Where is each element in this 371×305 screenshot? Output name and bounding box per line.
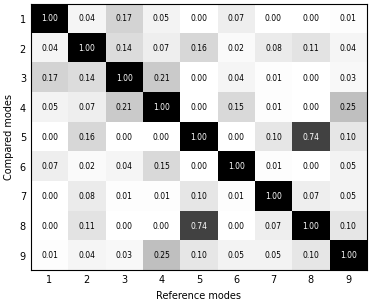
Text: 0.00: 0.00 xyxy=(228,133,244,142)
Text: 0.08: 0.08 xyxy=(78,192,95,201)
Text: 0.00: 0.00 xyxy=(190,74,207,83)
Text: 0.04: 0.04 xyxy=(78,251,95,260)
Text: 0.01: 0.01 xyxy=(265,103,282,112)
Text: 0.07: 0.07 xyxy=(265,221,282,231)
Text: 0.21: 0.21 xyxy=(153,74,170,83)
Text: 1.00: 1.00 xyxy=(302,221,319,231)
Text: 0.25: 0.25 xyxy=(340,103,357,112)
Text: 0.00: 0.00 xyxy=(153,221,170,231)
Text: 0.00: 0.00 xyxy=(116,133,133,142)
Text: 0.10: 0.10 xyxy=(302,251,319,260)
Text: 0.00: 0.00 xyxy=(153,133,170,142)
Text: 0.04: 0.04 xyxy=(116,162,133,171)
Y-axis label: Compared modes: Compared modes xyxy=(4,94,14,180)
Text: 1.00: 1.00 xyxy=(153,103,170,112)
Text: 0.01: 0.01 xyxy=(153,192,170,201)
Text: 0.00: 0.00 xyxy=(302,74,319,83)
Text: 1.00: 1.00 xyxy=(340,251,357,260)
Text: 0.00: 0.00 xyxy=(265,14,282,23)
Text: 0.10: 0.10 xyxy=(190,251,207,260)
Text: 0.74: 0.74 xyxy=(302,133,319,142)
Text: 0.02: 0.02 xyxy=(228,44,244,53)
Text: 0.04: 0.04 xyxy=(41,44,58,53)
Text: 0.00: 0.00 xyxy=(116,221,133,231)
Text: 0.11: 0.11 xyxy=(302,44,319,53)
Text: 0.00: 0.00 xyxy=(190,103,207,112)
Text: 0.03: 0.03 xyxy=(116,251,133,260)
Text: 0.05: 0.05 xyxy=(340,162,357,171)
Text: 0.10: 0.10 xyxy=(190,192,207,201)
Text: 0.00: 0.00 xyxy=(302,162,319,171)
Text: 0.07: 0.07 xyxy=(153,44,170,53)
Text: 0.07: 0.07 xyxy=(41,162,58,171)
Text: 1.00: 1.00 xyxy=(228,162,244,171)
Text: 0.05: 0.05 xyxy=(265,251,282,260)
Text: 0.01: 0.01 xyxy=(116,192,132,201)
X-axis label: Reference modes: Reference modes xyxy=(156,291,241,301)
Text: 1.00: 1.00 xyxy=(116,74,132,83)
Text: 0.00: 0.00 xyxy=(190,162,207,171)
Text: 0.04: 0.04 xyxy=(228,74,244,83)
Text: 0.04: 0.04 xyxy=(340,44,357,53)
Text: 0.15: 0.15 xyxy=(153,162,170,171)
Text: 0.14: 0.14 xyxy=(116,44,132,53)
Text: 0.15: 0.15 xyxy=(228,103,244,112)
Text: 0.10: 0.10 xyxy=(340,133,357,142)
Text: 0.05: 0.05 xyxy=(41,103,58,112)
Text: 0.01: 0.01 xyxy=(41,251,58,260)
Text: 0.01: 0.01 xyxy=(340,14,357,23)
Text: 0.05: 0.05 xyxy=(228,251,244,260)
Text: 1.00: 1.00 xyxy=(265,192,282,201)
Text: 1.00: 1.00 xyxy=(41,14,58,23)
Text: 0.05: 0.05 xyxy=(153,14,170,23)
Text: 0.08: 0.08 xyxy=(265,44,282,53)
Text: 0.00: 0.00 xyxy=(190,14,207,23)
Text: 0.21: 0.21 xyxy=(116,103,132,112)
Text: 0.00: 0.00 xyxy=(41,133,58,142)
Text: 0.00: 0.00 xyxy=(228,221,244,231)
Text: 0.17: 0.17 xyxy=(116,14,132,23)
Text: 1.00: 1.00 xyxy=(78,44,95,53)
Text: 0.01: 0.01 xyxy=(265,74,282,83)
Text: 0.00: 0.00 xyxy=(302,14,319,23)
Text: 0.10: 0.10 xyxy=(265,133,282,142)
Text: 0.16: 0.16 xyxy=(190,44,207,53)
Text: 0.74: 0.74 xyxy=(190,221,207,231)
Text: 0.01: 0.01 xyxy=(265,162,282,171)
Text: 0.16: 0.16 xyxy=(78,133,95,142)
Text: 0.01: 0.01 xyxy=(228,192,244,201)
Text: 0.00: 0.00 xyxy=(302,103,319,112)
Text: 0.11: 0.11 xyxy=(78,221,95,231)
Text: 0.07: 0.07 xyxy=(78,103,95,112)
Text: 1.00: 1.00 xyxy=(190,133,207,142)
Text: 0.00: 0.00 xyxy=(41,192,58,201)
Text: 0.00: 0.00 xyxy=(41,221,58,231)
Text: 0.04: 0.04 xyxy=(78,14,95,23)
Text: 0.03: 0.03 xyxy=(340,74,357,83)
Text: 0.17: 0.17 xyxy=(41,74,58,83)
Text: 0.07: 0.07 xyxy=(228,14,244,23)
Text: 0.02: 0.02 xyxy=(78,162,95,171)
Text: 0.05: 0.05 xyxy=(340,192,357,201)
Text: 0.10: 0.10 xyxy=(340,221,357,231)
Text: 0.07: 0.07 xyxy=(302,192,319,201)
Text: 0.14: 0.14 xyxy=(78,74,95,83)
Text: 0.25: 0.25 xyxy=(153,251,170,260)
